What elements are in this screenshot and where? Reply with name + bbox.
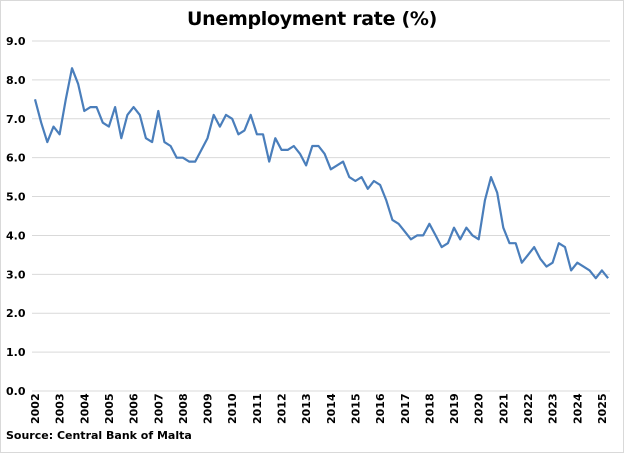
y-tick-label: 2.0: [6, 307, 26, 320]
x-tick-label: 2020: [473, 393, 486, 424]
chart-title: Unemployment rate (%): [187, 8, 437, 30]
x-tick-label: 2015: [349, 393, 362, 424]
y-axis-labels: 0.0 1.0 2.0 3.0 4.0 5.0 6.0 7.0 8.0 9.0: [6, 35, 26, 398]
x-tick-label: 2019: [448, 393, 461, 424]
x-tick-label: 2022: [522, 393, 535, 424]
x-tick-label: 2016: [374, 393, 387, 424]
x-tick-label: 2013: [300, 393, 313, 424]
y-tick-label: 4.0: [6, 229, 26, 242]
x-tick-label: 2011: [251, 393, 264, 424]
x-tick-label: 2021: [497, 393, 510, 424]
x-tick-label: 2002: [29, 393, 42, 424]
x-tick-label: 2010: [226, 393, 239, 424]
y-tick-label: 7.0: [6, 113, 26, 126]
y-tick-label: 5.0: [6, 191, 26, 204]
y-tick-label: 8.0: [6, 74, 26, 87]
gridlines: [32, 40, 610, 392]
x-tick-label: 2007: [152, 393, 165, 424]
y-tick-label: 3.0: [6, 268, 26, 281]
x-tick-label: 2014: [325, 393, 338, 424]
x-tick-label: 2012: [276, 393, 289, 424]
data-series: [33, 67, 609, 280]
y-tick-label: 0.0: [6, 385, 26, 398]
x-tick-label: 2006: [128, 393, 141, 424]
x-tick-label: 2023: [547, 393, 560, 424]
x-tick-label: 2005: [103, 393, 116, 424]
x-tick-label: 2018: [423, 393, 436, 424]
x-tick-label: 2025: [596, 393, 609, 424]
x-axis-labels: 2002 2003 2004 2005 2006 2007 2008 2009 2010 2011…: [29, 393, 609, 424]
y-tick-label: 9.0: [6, 35, 26, 48]
x-tick-label: 2017: [399, 393, 412, 424]
x-tick-label: 2009: [202, 393, 215, 424]
unemployment-line: [33, 67, 609, 280]
x-tick-label: 2008: [177, 393, 190, 424]
source-note: Source: Central Bank of Malta: [6, 429, 192, 442]
x-tick-label: 2024: [571, 393, 584, 424]
y-tick-label: 1.0: [6, 346, 26, 359]
y-tick-label: 6.0: [6, 152, 26, 165]
x-tick-label: 2003: [54, 393, 67, 424]
x-tick-label: 2004: [78, 393, 91, 424]
